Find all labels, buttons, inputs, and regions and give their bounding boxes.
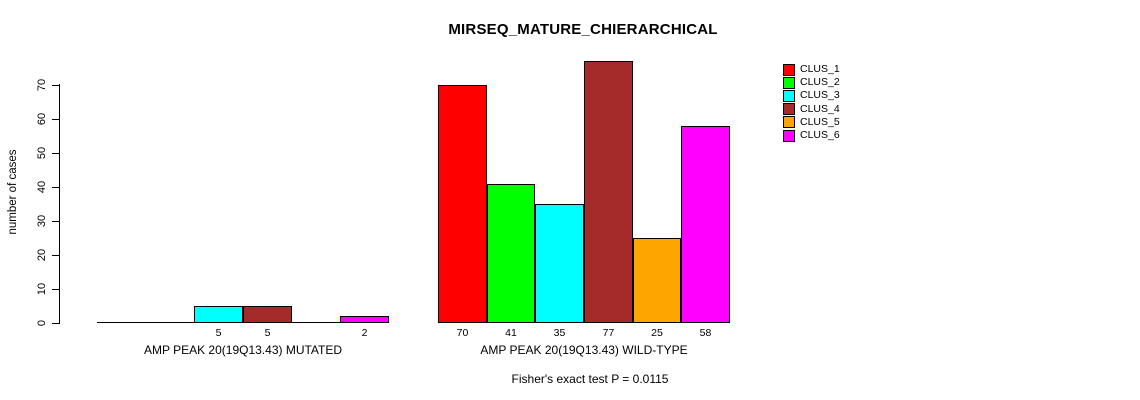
y-tick-mark	[52, 153, 59, 154]
y-tick-label: 50	[36, 146, 48, 160]
legend: CLUS_1 CLUS_2 CLUS_3 CLUS_4 CLUS_5 CLUS_6	[783, 63, 840, 142]
legend-row-clus_6: CLUS_6	[783, 129, 840, 142]
bar-clus_6	[340, 316, 389, 323]
legend-label: CLUS_6	[800, 129, 840, 142]
bar-value-label: 77	[602, 327, 615, 339]
y-tick-mark	[52, 85, 59, 86]
legend-label: CLUS_1	[800, 63, 840, 76]
y-tick-mark	[52, 323, 59, 324]
bar-value-label: 70	[456, 327, 469, 339]
bar-clus_6	[681, 126, 730, 323]
legend-label: CLUS_3	[800, 89, 840, 102]
legend-row-clus_2: CLUS_2	[783, 76, 840, 89]
group-label-wildtype: AMP PEAK 20(19Q13.43) WILD-TYPE	[480, 343, 688, 357]
bar-clus_1	[438, 85, 487, 323]
bar-value-label: 5	[215, 327, 222, 339]
group-label-mutated: AMP PEAK 20(19Q13.43) MUTATED	[143, 343, 343, 357]
y-tick-mark	[52, 289, 59, 290]
y-tick-label: 30	[36, 214, 48, 228]
legend-row-clus_4: CLUS_4	[783, 103, 840, 116]
y-tick-label: 60	[36, 112, 48, 126]
bar-clus_3	[194, 306, 243, 323]
y-tick-mark	[52, 255, 59, 256]
y-tick-mark	[52, 187, 59, 188]
y-tick-label: 20	[36, 248, 48, 262]
bar-value-label: 41	[505, 327, 517, 339]
chart-title: MIRSEQ_MATURE_CHIERARCHICAL	[448, 21, 718, 38]
legend-label: CLUS_5	[800, 115, 840, 128]
y-tick-mark	[52, 221, 59, 222]
y-axis-line	[59, 84, 60, 324]
y-tick-mark	[52, 119, 59, 120]
bar-clus_4	[243, 306, 292, 323]
bar-clus_5	[633, 238, 681, 323]
legend-row-clus_1: CLUS_1	[783, 63, 840, 76]
bar-clus_3	[535, 204, 584, 323]
bar-value-label: 2	[361, 327, 368, 339]
legend-swatch-icon	[783, 63, 795, 76]
legend-label: CLUS_4	[800, 102, 840, 115]
y-tick-label: 0	[36, 319, 48, 327]
bar-clus_4	[584, 61, 633, 323]
bar-clus_2	[487, 184, 535, 323]
legend-row-clus_5: CLUS_5	[783, 116, 840, 129]
bar-clus_1	[97, 322, 146, 323]
legend-swatch-icon	[783, 129, 795, 142]
bar-value-label: 35	[553, 327, 566, 339]
y-axis-label: number of cases	[7, 149, 19, 235]
legend-row-clus_3: CLUS_3	[783, 89, 840, 102]
bar-clus_2	[146, 322, 194, 323]
bar-clus_5	[292, 322, 340, 323]
fisher-test-footnote: Fisher's exact test P = 0.0115	[511, 372, 669, 386]
y-tick-label: 40	[36, 180, 48, 194]
legend-swatch-icon	[783, 76, 795, 89]
bar-value-label: 25	[651, 327, 663, 339]
bar-value-label: 58	[699, 327, 712, 339]
bar-value-label: 5	[264, 327, 271, 339]
legend-swatch-icon	[783, 89, 795, 102]
legend-swatch-icon	[783, 116, 795, 129]
legend-label: CLUS_2	[800, 76, 840, 89]
y-tick-label: 10	[36, 282, 48, 296]
legend-swatch-icon	[783, 103, 795, 116]
y-tick-label: 70	[36, 78, 48, 92]
